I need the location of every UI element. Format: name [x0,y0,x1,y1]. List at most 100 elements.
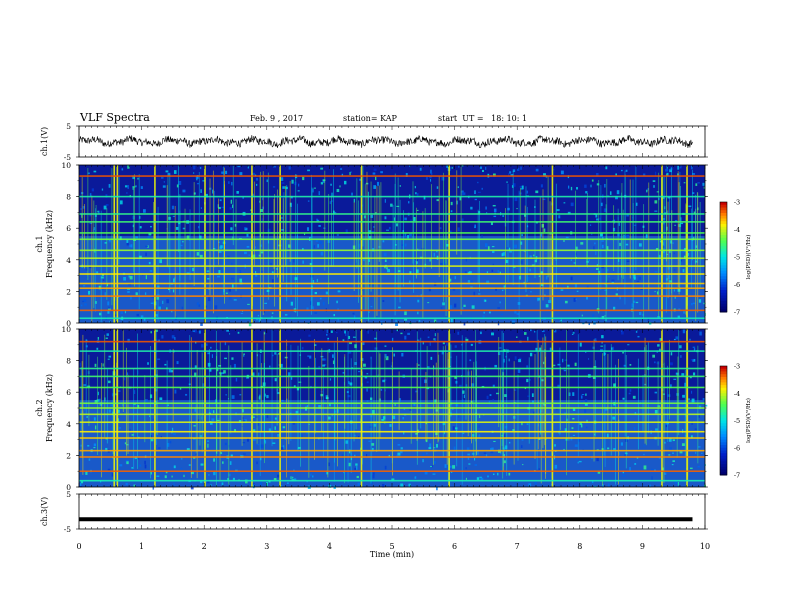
spectrogram-cell [629,364,632,366]
spectrogram-cell [391,478,395,482]
spectrogram-cell [170,370,174,373]
colorbar-tick-label: -6 [734,281,740,289]
spectrogram-cell [372,472,375,475]
colorbar-segment [720,445,727,449]
spectrogram-streak [361,371,363,465]
spectrogram-cell [482,169,484,173]
spectrogram-cell [370,305,373,308]
spectrogram-cell [271,271,274,274]
spectrogram-cell [149,270,153,272]
spectrogram-cell [230,199,233,204]
colorbar-segment [720,237,727,241]
spectrogram-cell [192,165,196,170]
spectrogram-cell [497,270,500,273]
spectrogram-cell [136,313,140,317]
spectrogram-cell [514,356,517,360]
spectrogram-cell [359,178,362,181]
spectrogram-cell [491,269,494,272]
spectrogram-streak [152,202,154,284]
spectrogram-cell [588,258,591,262]
spectrogram-streak [94,208,96,312]
spectrogram-cell [543,173,546,177]
spectrogram-cell [578,438,580,442]
spectrogram-cell [695,451,697,454]
spectrogram-cell [478,293,481,295]
spectrogram-cell [620,442,623,446]
spectrogram-streak [621,192,622,278]
spectrogram-cell [259,481,262,486]
spectrogram-streak [219,374,221,480]
spectrogram-cell [662,218,666,221]
spectrogram-cell [457,331,460,335]
spectrogram-cell [306,430,309,435]
spectrogram-cell [491,447,494,450]
spectrogram-cell [201,344,204,348]
spectrogram-cell [570,202,574,207]
spectrogram-cell [492,399,494,401]
spectrogram-cell [427,366,430,369]
spectrogram-cell [208,474,210,476]
spectrogram-band [79,470,705,472]
spectrogram-cell [540,233,543,237]
spectrogram-band [79,213,705,215]
spectrogram-streak [625,355,627,469]
spectrogram-streak [603,344,605,456]
spectrogram-cell [161,176,164,179]
spectrogram-cell [643,465,647,470]
spectrogram-cell [400,332,403,335]
spectrogram-cell [440,306,443,309]
spectrogram-cell [497,472,499,476]
spectrogram-cell [314,344,317,346]
spectrogram-cell [544,294,546,297]
spectrogram-cell [470,343,473,346]
spectrogram-cell [216,419,220,422]
spectrogram-cell [464,271,467,274]
spectrogram-cell [93,227,96,230]
spectrogram-cell [330,330,333,333]
spectrogram-cell [598,217,601,220]
spectrogram-streak [542,189,544,301]
spectrogram-cell [145,275,147,280]
spectrogram-cell [374,347,378,350]
spectrogram-cell [462,432,465,434]
spectrogram-cell [210,408,213,410]
spectrogram-cell [504,425,508,429]
spectrogram-cell [290,476,292,480]
spectrogram-streak [447,359,449,482]
spectrogram-cell [173,278,175,283]
spectrogram-cell [652,354,655,358]
spectrogram-cell [123,377,126,381]
spectrogram-cell [695,183,698,186]
spectrogram-cell [393,353,395,357]
spectrogram-cell [485,300,487,302]
spectrogram-streak [449,333,451,432]
spectrogram-cell [509,250,512,253]
spectrogram-cell [306,307,309,311]
spectrogram-streak [684,370,686,457]
spectrogram-cell [511,320,515,324]
spectrogram-cell [602,483,604,488]
spectrogram-cell [398,306,401,309]
spectrogram-cell [586,296,588,300]
spectrogram-cell [271,279,274,283]
spectrogram-cell [521,439,524,441]
spectrogram-cell [446,165,449,168]
spectrogram-cell [159,397,163,401]
spectrogram-cell [691,165,693,170]
spectrogram-cell [503,454,505,458]
colorbar-segment [720,412,727,416]
spectrogram-streak [199,367,201,446]
x-tick-label: 6 [452,542,457,551]
spectrogram-cell [347,395,351,398]
colorbar-segment [720,229,727,233]
spectrogram-cell [535,168,539,172]
spectrogram-cell [281,182,285,185]
spectrogram-streak [505,208,506,311]
spectrogram-cell [520,241,523,245]
spectrogram-cell [529,379,531,381]
spectrogram-cell [274,417,277,420]
spectrogram-cell [404,335,407,340]
spectrogram-band [79,402,705,405]
spectrogram-cell [310,301,312,306]
spectrogram-cell [263,332,266,335]
